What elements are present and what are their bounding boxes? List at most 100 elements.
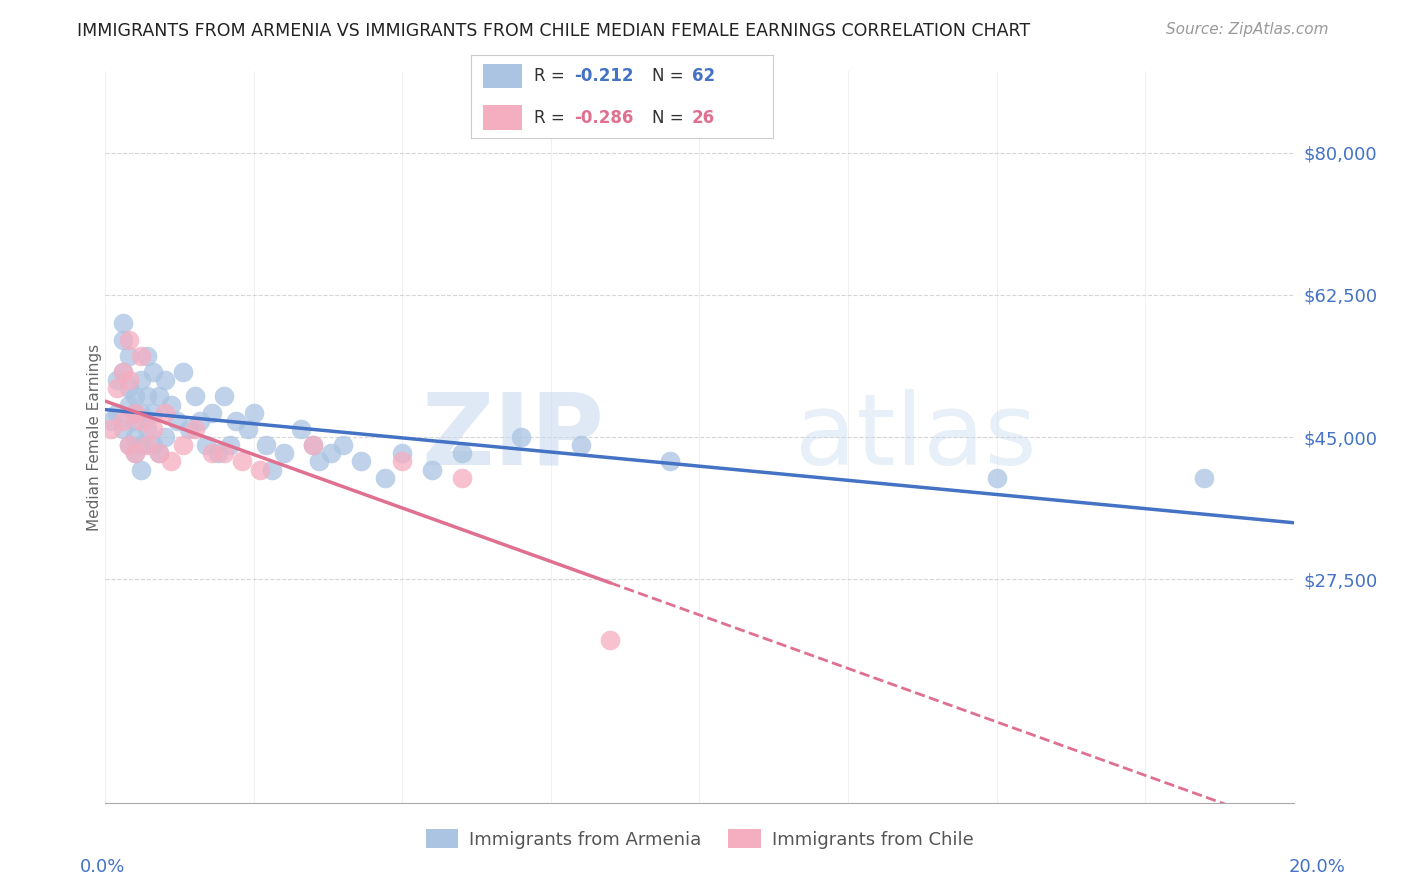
Point (350, 454, 373, 468)
Point (658, 454, 681, 468)
Point (124, 446, 146, 460)
Point (118, 438, 141, 452)
Point (118, 398, 141, 412)
Point (112, 414, 135, 428)
Point (374, 471, 396, 485)
Point (153, 373, 176, 387)
Point (159, 454, 181, 468)
Point (321, 446, 343, 460)
Point (190, 414, 212, 428)
Text: ZIP: ZIP (422, 389, 605, 485)
Text: -0.212: -0.212 (574, 67, 633, 85)
Point (159, 398, 181, 412)
Point (201, 406, 224, 420)
Point (391, 454, 413, 468)
Text: 0.0%: 0.0% (80, 858, 125, 876)
Point (105, 406, 128, 420)
FancyBboxPatch shape (484, 63, 523, 88)
Point (308, 454, 330, 468)
Point (172, 438, 194, 452)
Text: 20.0%: 20.0% (1289, 858, 1346, 876)
Point (153, 406, 176, 420)
Point (302, 438, 325, 452)
Point (118, 373, 141, 387)
Y-axis label: Median Female Earnings: Median Female Earnings (87, 343, 101, 531)
Point (124, 430, 146, 444)
Point (112, 333, 135, 347)
Point (124, 389, 146, 403)
Point (136, 438, 159, 452)
Point (290, 422, 312, 436)
Text: N =: N = (652, 109, 689, 127)
Point (112, 316, 135, 330)
Point (148, 446, 170, 460)
Point (183, 422, 205, 436)
Point (100, 422, 122, 436)
Point (450, 446, 472, 460)
Point (124, 446, 146, 460)
Point (231, 454, 253, 468)
Point (118, 349, 141, 363)
Point (129, 373, 152, 387)
Point (332, 438, 354, 452)
Point (243, 406, 266, 420)
Point (302, 438, 325, 452)
Point (420, 462, 443, 476)
Text: R =: R = (534, 109, 571, 127)
Text: atlas: atlas (794, 389, 1036, 485)
Point (249, 462, 271, 476)
Text: Source: ZipAtlas.com: Source: ZipAtlas.com (1166, 22, 1329, 37)
Point (450, 471, 472, 485)
Point (136, 349, 159, 363)
Text: R =: R = (534, 67, 571, 85)
Point (142, 422, 165, 436)
Point (214, 389, 236, 403)
Point (100, 414, 122, 428)
Point (183, 389, 205, 403)
Point (219, 438, 242, 452)
Point (254, 438, 277, 452)
Point (214, 446, 236, 460)
Point (118, 438, 141, 452)
Point (112, 422, 135, 436)
Text: IMMIGRANTS FROM ARMENIA VS IMMIGRANTS FROM CHILE MEDIAN FEMALE EARNINGS CORRELAT: IMMIGRANTS FROM ARMENIA VS IMMIGRANTS FR… (77, 22, 1031, 40)
Point (124, 414, 146, 428)
Point (1194, 471, 1216, 485)
Point (599, 633, 621, 648)
Point (129, 414, 152, 428)
Point (129, 406, 152, 420)
Point (118, 333, 141, 347)
Point (166, 414, 188, 428)
Point (129, 462, 152, 476)
FancyBboxPatch shape (484, 105, 523, 130)
Point (201, 446, 224, 460)
Point (105, 381, 128, 395)
Point (177, 422, 200, 436)
Point (112, 365, 135, 379)
Point (142, 406, 165, 420)
Point (391, 446, 413, 460)
Text: N =: N = (652, 67, 689, 85)
Text: 62: 62 (692, 67, 714, 85)
Point (148, 389, 170, 403)
Point (986, 471, 1008, 485)
Point (148, 446, 170, 460)
Point (569, 438, 592, 452)
Point (225, 414, 247, 428)
Legend: Immigrants from Armenia, Immigrants from Chile: Immigrants from Armenia, Immigrants from… (419, 822, 980, 856)
Point (124, 406, 146, 420)
Point (118, 381, 141, 395)
Point (136, 422, 159, 436)
Point (112, 365, 135, 379)
Text: -0.286: -0.286 (574, 109, 633, 127)
Point (129, 438, 152, 452)
Point (142, 438, 165, 452)
Text: 26: 26 (692, 109, 714, 127)
Point (153, 430, 176, 444)
Point (207, 446, 229, 460)
Point (124, 406, 146, 420)
Point (105, 373, 128, 387)
Point (236, 422, 259, 436)
Point (195, 438, 218, 452)
Point (172, 365, 194, 379)
